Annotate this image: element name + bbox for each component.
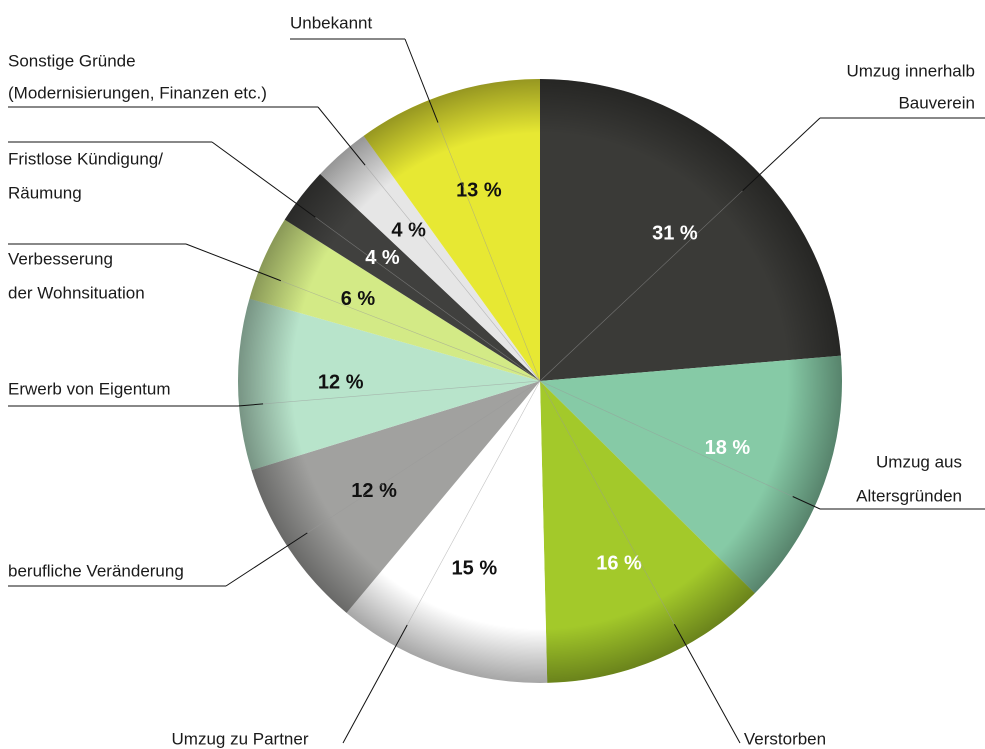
leader-line — [211, 141, 316, 218]
category-label: Umzug zu Partner — [172, 729, 309, 748]
leader-line — [185, 243, 282, 282]
leader-line — [742, 117, 821, 192]
category-label: der Wohnsituation — [8, 283, 145, 302]
category-label: (Modernisierungen, Finanzen etc.) — [8, 83, 267, 102]
leader-line-faint — [437, 122, 541, 382]
category-label: Fristlose Kündigung/ — [8, 149, 163, 168]
leader-line-faint — [539, 380, 675, 625]
leader-line-faint — [539, 380, 793, 497]
category-label: Bauverein — [898, 93, 975, 112]
leader-line — [673, 623, 741, 744]
value-label: 13 % — [456, 180, 502, 202]
category-label: berufliche Veränderung — [8, 561, 184, 580]
category-label: Altersgründen — [856, 486, 962, 505]
leader-line — [342, 624, 408, 744]
leader-line-faint — [263, 380, 541, 405]
value-label: 12 % — [351, 480, 397, 502]
value-label: 12 % — [318, 372, 364, 394]
category-label: Verbesserung — [8, 249, 113, 268]
leader-line — [792, 496, 821, 510]
leader-line — [237, 403, 264, 407]
leader-line — [317, 106, 366, 166]
leader-line-faint — [364, 164, 541, 382]
value-label: 31 % — [652, 223, 698, 245]
value-label: 16 % — [596, 552, 642, 574]
category-label: Umzug innerhalb — [846, 61, 975, 80]
leader-line — [404, 38, 439, 123]
value-label: 6 % — [341, 288, 376, 310]
category-label: Sonstige Gründe — [8, 51, 136, 70]
leader-line — [225, 532, 308, 587]
value-label: 18 % — [705, 437, 751, 459]
leader-line-faint — [315, 217, 541, 382]
leader-line-faint — [539, 190, 743, 382]
leader-line-faint — [307, 380, 541, 534]
value-label: 15 % — [452, 557, 498, 579]
value-label: 4 % — [391, 219, 426, 241]
value-label: 4 % — [365, 247, 400, 269]
category-label: Räumung — [8, 183, 82, 202]
leader-line-faint — [280, 280, 541, 382]
category-label: Umzug aus — [876, 452, 962, 471]
leader-line-faint — [406, 380, 541, 626]
category-label: Erwerb von Eigentum — [8, 379, 171, 398]
category-label: Verstorben — [744, 729, 826, 748]
category-label: Unbekannt — [290, 13, 373, 32]
